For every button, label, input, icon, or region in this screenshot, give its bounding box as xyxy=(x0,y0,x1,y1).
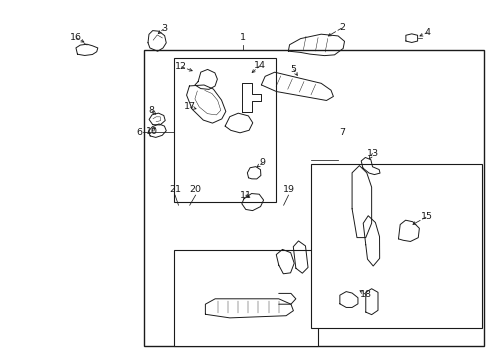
Text: 19: 19 xyxy=(282,185,294,194)
Text: 21: 21 xyxy=(169,185,181,194)
Text: 11: 11 xyxy=(239,191,251,199)
Text: 7: 7 xyxy=(338,128,344,137)
Bar xyxy=(310,164,481,328)
Text: 16: 16 xyxy=(70,33,81,42)
Text: 3: 3 xyxy=(161,24,166,33)
Bar xyxy=(144,50,483,346)
Text: 12: 12 xyxy=(175,62,186,71)
Bar xyxy=(173,250,317,346)
Text: 5: 5 xyxy=(290,65,296,74)
Text: 10: 10 xyxy=(145,127,157,136)
Text: 6: 6 xyxy=(136,128,142,137)
Text: 1: 1 xyxy=(239,33,245,42)
Text: 14: 14 xyxy=(254,61,265,70)
Text: 9: 9 xyxy=(259,158,265,167)
Text: 8: 8 xyxy=(148,106,154,115)
Text: 2: 2 xyxy=(339,23,345,32)
Text: 15: 15 xyxy=(420,212,432,221)
Text: 20: 20 xyxy=(189,185,201,194)
Text: 13: 13 xyxy=(366,149,378,158)
Bar xyxy=(173,58,276,202)
Text: 4: 4 xyxy=(424,28,430,37)
Text: 18: 18 xyxy=(359,290,371,299)
Text: 17: 17 xyxy=(183,102,195,112)
